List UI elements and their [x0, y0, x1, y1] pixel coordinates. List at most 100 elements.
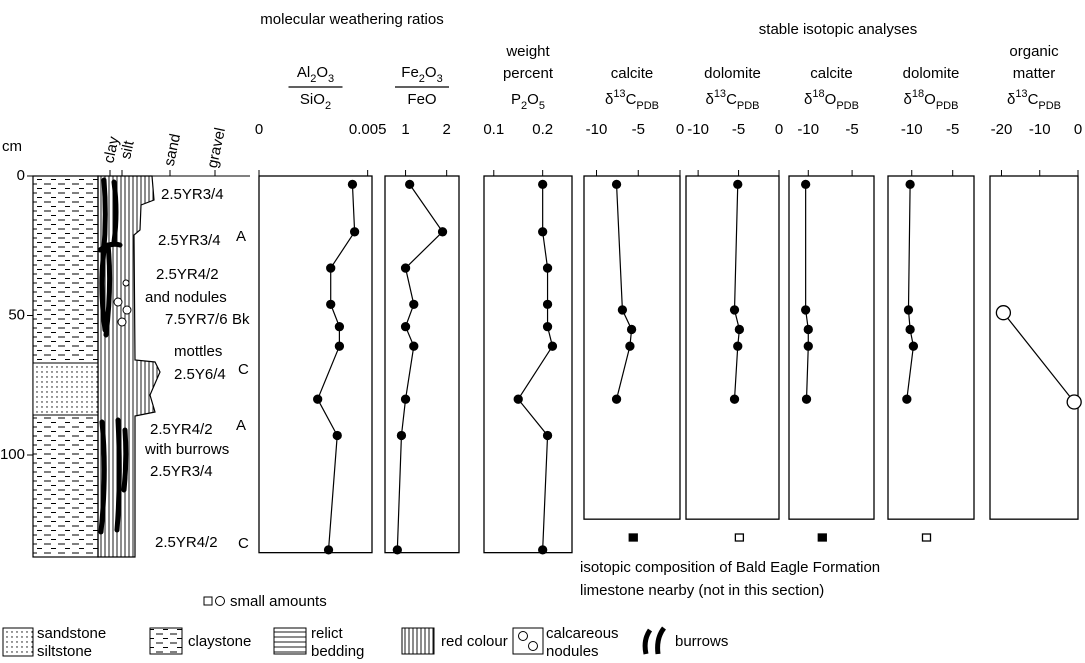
x-axis-label: δ13CPDB	[1007, 88, 1061, 112]
nodule	[122, 279, 130, 287]
point	[729, 305, 740, 315]
legend-swatch	[149, 627, 183, 655]
point	[513, 394, 523, 404]
burrow	[97, 177, 129, 535]
point	[542, 299, 553, 309]
y-tick-label: 100	[0, 446, 25, 463]
point	[1066, 394, 1082, 410]
legend-symbol	[518, 631, 528, 641]
legend-swatch	[273, 627, 307, 655]
point	[734, 324, 745, 335]
grain-size: sand	[161, 132, 184, 167]
x-tick-label: 0.2	[532, 121, 553, 138]
legend-label: small amounts	[230, 593, 327, 610]
note: isotopic composition of Bald Eagle Forma…	[580, 559, 880, 576]
x-axis-label: matter	[1013, 65, 1056, 82]
column: clay silt sand gravel 2.5YR3/4 2.5YR3/4 …	[32, 126, 250, 558]
point	[396, 430, 407, 441]
point	[347, 179, 358, 190]
x-tick-label: -10	[901, 121, 923, 138]
point	[334, 341, 345, 351]
legend-label: burrows	[675, 633, 728, 650]
group-title: stable isotopic analyses	[759, 21, 917, 38]
x-axis-label: dolomite	[903, 65, 960, 82]
x-axis-label: δ18OPDB	[904, 88, 959, 112]
x-axis-label: calcite	[810, 65, 853, 82]
note: limestone nearby (not in this section)	[580, 582, 824, 599]
point	[405, 179, 415, 190]
colour-label: with burrows	[144, 441, 229, 458]
x-tick-label: -10	[586, 121, 608, 138]
x-tick-label: 0	[775, 121, 783, 138]
point	[538, 545, 548, 555]
legend-label: siltstone	[37, 643, 92, 660]
colour-label: 7.5YR7/6	[165, 311, 228, 328]
legend-symbol	[203, 596, 213, 606]
group-title: molecular weathering ratios	[260, 11, 443, 28]
limestone-marker	[628, 533, 638, 542]
legend-label: nodules	[546, 643, 599, 660]
x-axis-label: calcite	[611, 65, 654, 82]
grain-size: clay	[100, 135, 122, 165]
x-axis-label: weight	[505, 43, 550, 60]
point	[400, 394, 411, 404]
x-axis-label: δ18OPDB	[804, 88, 859, 112]
grain-size: silt	[117, 138, 138, 160]
colour-label: 2.5YR4/2	[150, 421, 213, 438]
x-tick-label: 1	[401, 121, 409, 138]
x-tick-label: 0.1	[483, 121, 504, 138]
legend-swatch	[2, 627, 34, 657]
horizon: A	[236, 417, 246, 434]
panel-frame	[887, 175, 975, 520]
point	[611, 179, 622, 190]
x-axis-label: SiO2	[300, 91, 331, 112]
point	[729, 394, 740, 404]
point	[313, 394, 323, 404]
point	[905, 179, 915, 190]
grain-size: gravel	[204, 126, 229, 170]
point	[332, 430, 342, 441]
horizon: C	[238, 361, 249, 378]
point	[349, 227, 360, 237]
colour-label: 2.5YR3/4	[158, 232, 221, 249]
point	[392, 545, 402, 555]
legend-symbol	[642, 626, 667, 655]
limestone-marker	[817, 533, 827, 542]
legend-label: relict	[311, 625, 344, 642]
x-axis-label: P2O5	[511, 91, 545, 112]
point	[323, 545, 334, 555]
point	[334, 322, 345, 332]
legend-swatch	[401, 627, 435, 655]
legend-label: claystone	[188, 633, 251, 650]
point	[538, 179, 548, 190]
nodule	[122, 305, 132, 315]
point	[995, 305, 1012, 321]
point	[437, 227, 448, 237]
point	[801, 394, 812, 404]
point	[611, 394, 622, 404]
point	[409, 341, 419, 351]
x-tick-label: 0	[255, 121, 263, 138]
point	[326, 299, 336, 309]
legend-symbol	[215, 596, 225, 606]
x-tick-label: -5	[732, 121, 745, 138]
colour-label: mottles	[174, 343, 222, 360]
x-axis-label: Fe2O3	[401, 64, 442, 85]
panel-frame	[685, 175, 780, 520]
x-axis-label: FeO	[407, 91, 436, 108]
point	[400, 322, 411, 332]
point	[409, 299, 419, 309]
y-tick-label: 0	[17, 167, 25, 184]
limestone-marker	[921, 533, 932, 542]
point	[617, 305, 628, 315]
x-tick-label: -5	[946, 121, 959, 138]
legend-label: sandstone	[37, 625, 106, 642]
panel-frame	[989, 175, 1079, 520]
legend: small amounts sandstone siltstone clayst…	[2, 593, 728, 660]
x-tick-label: 2	[442, 121, 450, 138]
point	[905, 324, 915, 335]
x-tick-label: 0	[676, 121, 684, 138]
point	[542, 322, 553, 332]
legend-label: bedding	[311, 643, 364, 660]
nodule	[117, 317, 127, 327]
